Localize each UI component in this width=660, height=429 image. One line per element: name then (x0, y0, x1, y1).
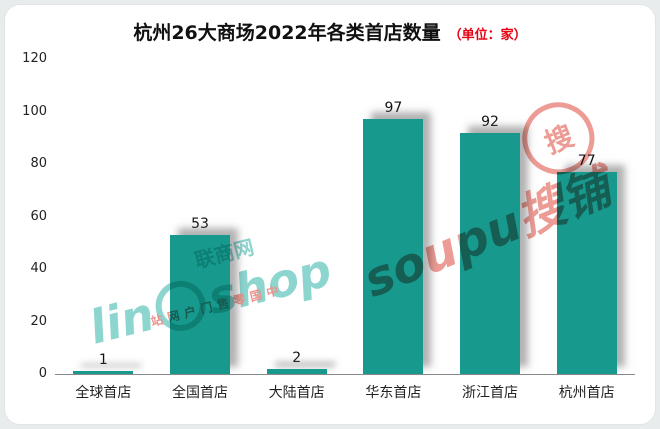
bar (460, 132, 520, 374)
bar-value-label: 2 (292, 349, 302, 366)
chart-panel: 杭州26大商场2022年各类首店数量 （单位：家） 0 20 40 60 80 100 12… (4, 4, 656, 425)
chart-title: 杭州26大商场2022年各类首店数量 (133, 22, 441, 44)
bar (363, 119, 424, 374)
bar-column: 77 (538, 59, 635, 374)
x-axis-label: 华东首店 (365, 385, 422, 401)
y-tick-label: 100 (22, 103, 47, 119)
x-axis-label: 全国首店 (172, 385, 228, 401)
bar-column: 53 (152, 59, 249, 374)
bar-column: 1 (55, 59, 152, 374)
bar-value-label: 1 (98, 352, 108, 369)
bar-column: 92 (442, 59, 539, 374)
bar-value-label: 92 (481, 113, 499, 130)
y-tick-label: 120 (22, 51, 47, 66)
bar (73, 371, 134, 374)
x-axis-label: 浙江首店 (462, 385, 519, 401)
bar-column: 2 (248, 59, 345, 374)
bar (170, 234, 230, 374)
y-tick-label: 20 (30, 313, 47, 329)
x-axis-label: 杭州首店 (558, 385, 615, 401)
chart-header: 杭州26大商场2022年各类首店数量 （单位：家） (5, 18, 655, 45)
x-axis-label: 大陆首店 (268, 385, 325, 401)
y-tick-label: 80 (30, 156, 47, 171)
y-tick-label: 60 (30, 208, 47, 224)
bar (556, 171, 617, 374)
y-axis: 0 20 40 60 80 100 120 (15, 51, 55, 381)
bar-value-label: 77 (577, 152, 596, 169)
bar-value-label: 97 (384, 100, 403, 117)
x-axis-labels: 全球首店 全国首店 大陆首店 华东首店 浙江首店 杭州首店 (55, 382, 635, 402)
chart-unit-label: （单位：家） (448, 28, 527, 43)
bar-value-label: 53 (191, 215, 209, 232)
bar-column: 97 (345, 59, 442, 374)
y-tick-label: 0 (38, 366, 47, 381)
chart-area: 0 20 40 60 80 100 120 1 53 2 97 92 77 (15, 51, 635, 381)
plot-area: 1 53 2 97 92 77 (55, 59, 635, 375)
bar (266, 368, 327, 374)
y-tick-label: 40 (30, 261, 47, 276)
x-axis-label: 全球首店 (75, 385, 132, 401)
